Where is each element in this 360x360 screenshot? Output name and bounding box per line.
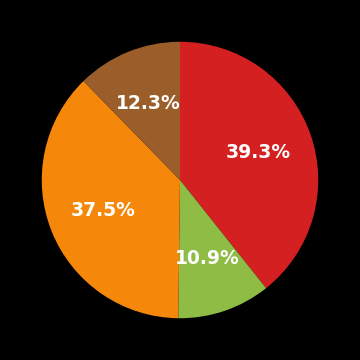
- Text: 12.3%: 12.3%: [116, 94, 181, 113]
- Text: 37.5%: 37.5%: [71, 201, 135, 220]
- Wedge shape: [180, 42, 318, 288]
- Wedge shape: [84, 42, 180, 180]
- Wedge shape: [42, 81, 180, 318]
- Text: 39.3%: 39.3%: [226, 143, 291, 162]
- Wedge shape: [178, 180, 266, 318]
- Text: 10.9%: 10.9%: [175, 249, 239, 268]
